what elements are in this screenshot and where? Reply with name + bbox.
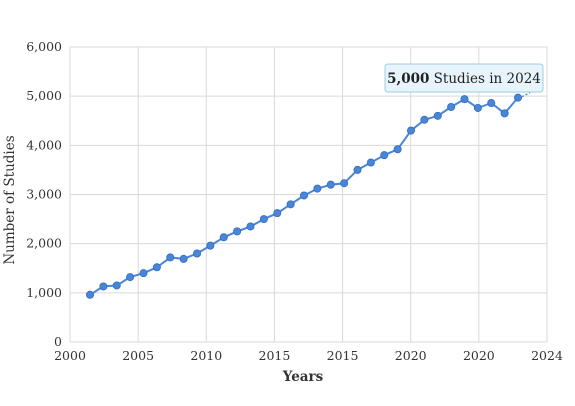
x-axis-title: Years: [282, 369, 324, 385]
data-point: [179, 254, 188, 263]
y-axis-title: Number of Studies: [2, 135, 18, 264]
x-tick-label: 2010: [190, 348, 222, 363]
data-point: [460, 95, 469, 104]
data-point: [406, 126, 415, 135]
data-point: [473, 103, 482, 112]
data-point: [99, 282, 108, 291]
data-point: [326, 180, 335, 189]
y-tick-label: 5,000: [26, 88, 62, 103]
y-tick-label: 6,000: [26, 39, 62, 54]
series-projection-tail: [521, 92, 531, 98]
data-point: [139, 269, 148, 278]
data-point: [112, 281, 121, 290]
annotation-text: 5,000 Studies in 2024: [387, 71, 541, 87]
data-point: [514, 93, 523, 102]
data-point: [166, 253, 175, 262]
y-tick-label: 0: [54, 334, 62, 349]
annotation-label: Studies in 2024: [429, 71, 541, 87]
series-studies: [86, 92, 531, 299]
data-point: [219, 233, 228, 242]
data-point: [393, 145, 402, 154]
chart-gridlines: [69, 46, 548, 343]
data-point: [433, 111, 442, 120]
data-point: [299, 191, 308, 200]
y-axis-tick-labels: 0 1,000 2,000 3,000 4,000 5,000 6,000: [26, 39, 62, 349]
data-point: [206, 241, 215, 250]
data-point: [152, 263, 161, 272]
data-point: [246, 222, 255, 231]
data-point: [500, 109, 509, 118]
x-tick-label: 2005: [122, 348, 154, 363]
annotation-box: [384, 63, 544, 93]
data-point: [192, 249, 201, 258]
data-point: [353, 165, 362, 174]
data-point: [447, 102, 456, 111]
data-point: [487, 99, 496, 108]
x-tick-label: 2020: [463, 348, 495, 363]
x-tick-label: 2000: [54, 348, 86, 363]
x-tick-label: 2015: [259, 348, 291, 363]
data-point: [126, 273, 135, 282]
data-point: [340, 179, 349, 188]
data-point: [273, 209, 282, 218]
data-point: [380, 151, 389, 160]
y-tick-label: 1,000: [26, 285, 62, 300]
y-tick-label: 2,000: [26, 236, 62, 251]
annotation-bold-value: 5,000: [387, 71, 429, 87]
data-point: [86, 290, 95, 299]
y-tick-label: 3,000: [26, 187, 62, 202]
data-point: [366, 158, 375, 167]
annotation-callout: 5,000 Studies in 2024: [384, 63, 544, 93]
data-point: [233, 227, 242, 236]
data-point: [420, 115, 429, 124]
x-axis-tick-labels: 2000 2005 2010 2015 2015 2020 2020 2024: [54, 348, 563, 363]
x-tick-label: 2024: [531, 348, 563, 363]
data-point: [259, 215, 268, 224]
x-tick-label: 2020: [395, 348, 427, 363]
data-point: [286, 200, 295, 209]
x-tick-label: 2015: [327, 348, 359, 363]
data-point: [313, 184, 322, 193]
y-tick-label: 4,000: [26, 137, 62, 152]
